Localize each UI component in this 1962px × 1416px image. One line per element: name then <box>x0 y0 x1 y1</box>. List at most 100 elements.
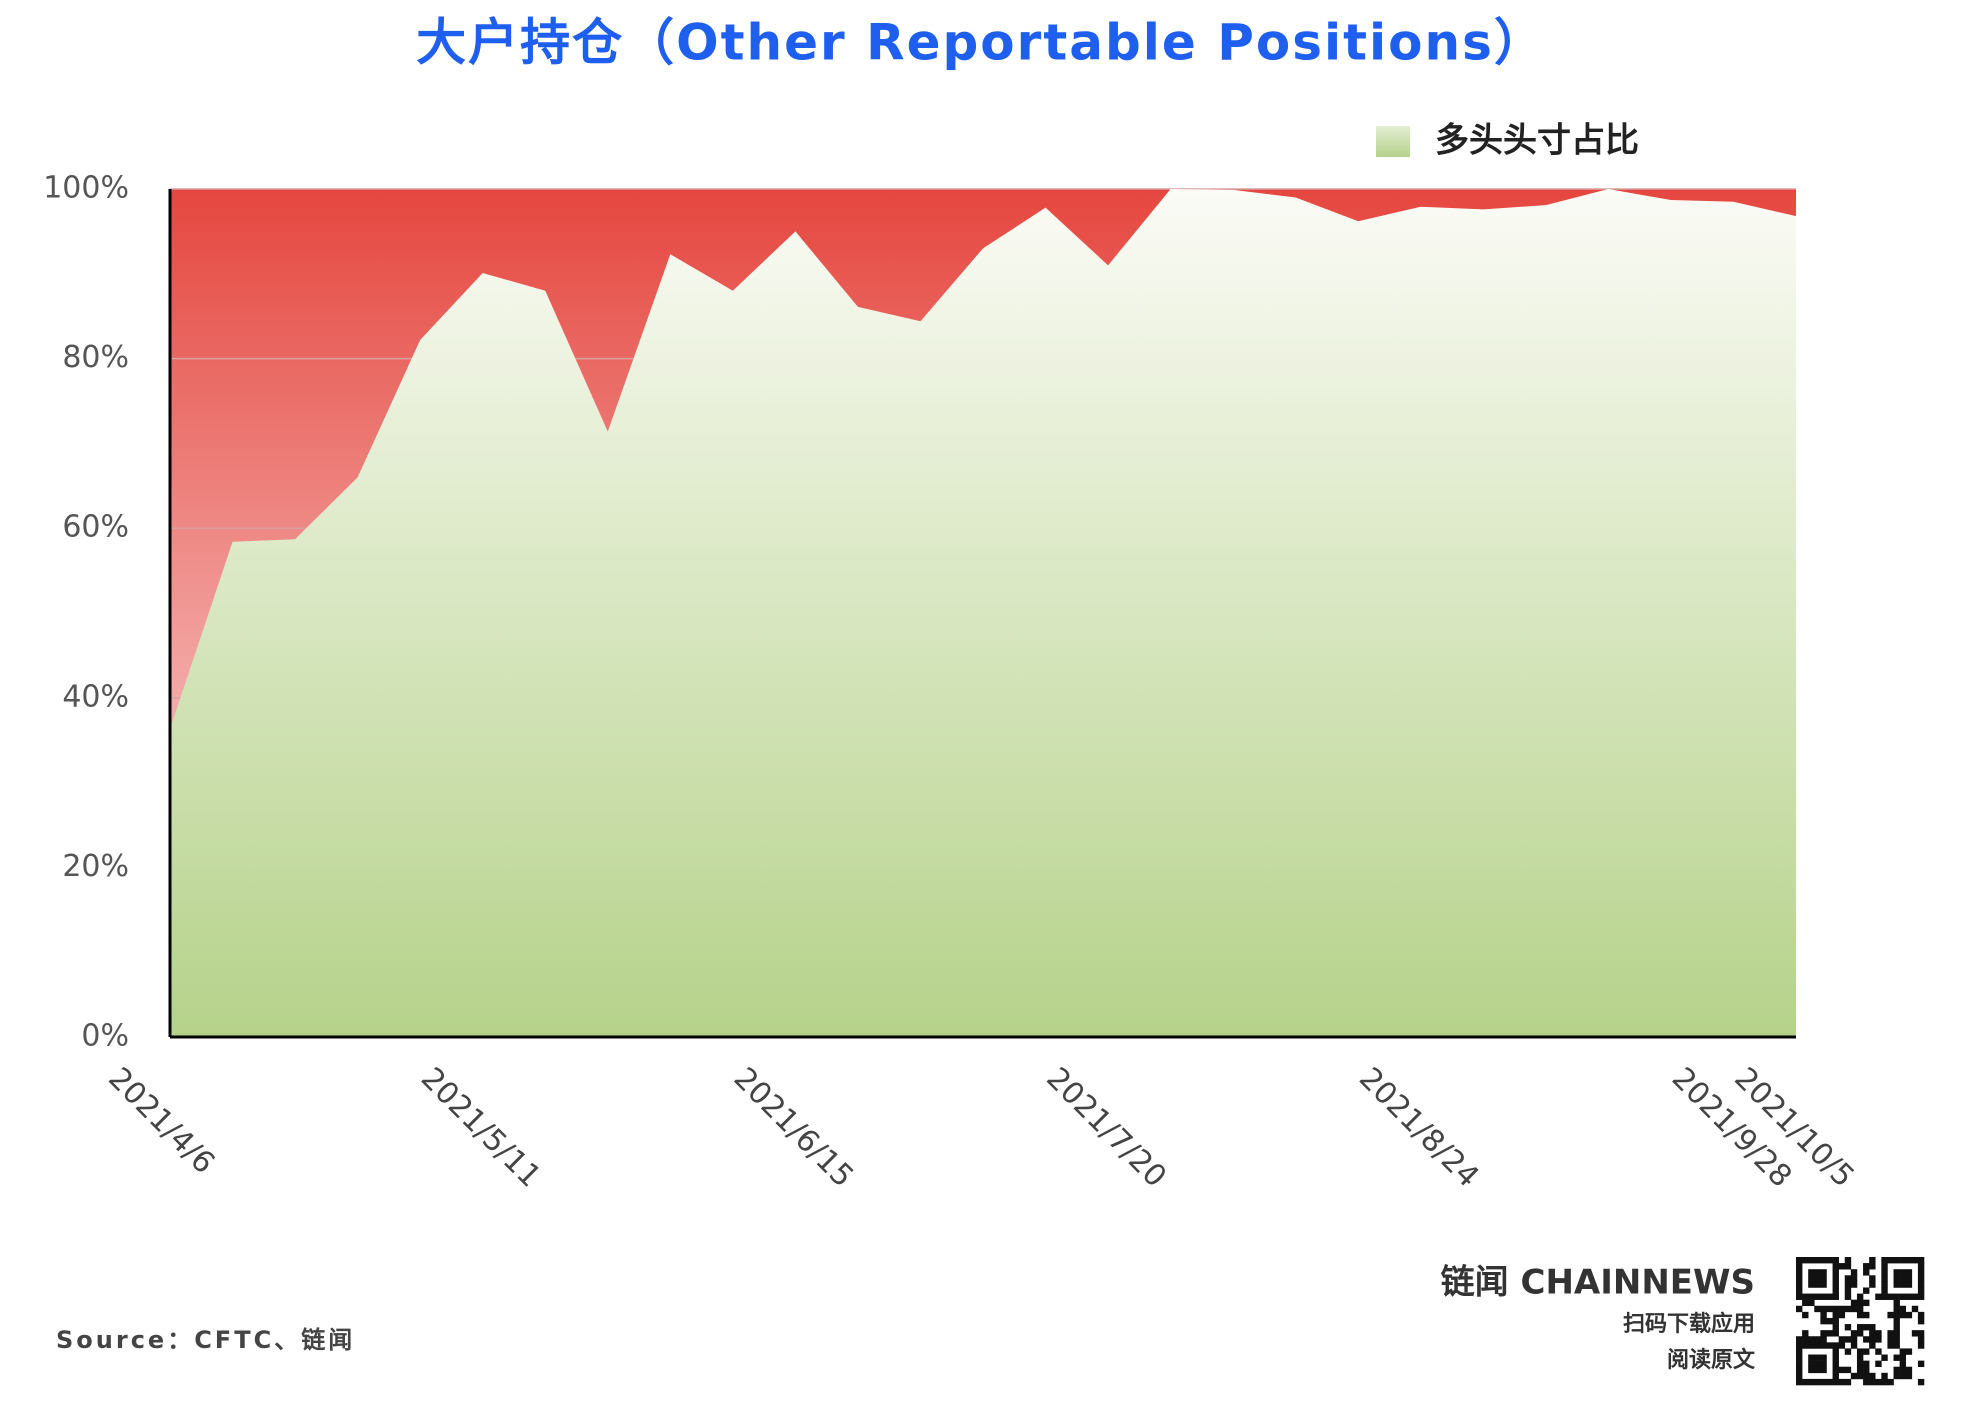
qr-code <box>1796 1257 1925 1386</box>
qr-cell <box>1863 1269 1870 1276</box>
qr-cell <box>1893 1299 1900 1307</box>
qr-cell <box>1832 1378 1839 1386</box>
qr-cell <box>1820 1342 1827 1349</box>
qr-cell <box>1832 1293 1839 1300</box>
qr-cell <box>1814 1281 1821 1288</box>
qr-cell <box>1856 1330 1864 1337</box>
qr-cell <box>1802 1311 1809 1319</box>
qr-cell <box>1917 1378 1925 1386</box>
qr-cell <box>1856 1354 1864 1361</box>
qr-cell <box>1838 1311 1846 1319</box>
qr-cell <box>1808 1299 1815 1307</box>
qr-cell <box>1881 1281 1888 1288</box>
qr-cell <box>1893 1269 1900 1276</box>
qr-cell <box>1814 1305 1821 1313</box>
qr-cell <box>1796 1275 1803 1282</box>
qr-cell <box>1814 1293 1821 1300</box>
qr-cell <box>1917 1287 1925 1294</box>
qr-cell <box>1844 1336 1852 1343</box>
qr-cell <box>1917 1342 1925 1349</box>
qr-cell <box>1856 1299 1864 1307</box>
qr-cell <box>1826 1257 1833 1264</box>
qr-cell <box>1899 1269 1907 1276</box>
qr-cell <box>1850 1269 1858 1276</box>
qr-cell <box>1856 1324 1864 1331</box>
qr-cell <box>1808 1336 1815 1343</box>
footer-text: 扫码下载应用 <box>1623 1311 1755 1337</box>
qr-cell <box>1850 1330 1858 1337</box>
qr-cell <box>1869 1281 1876 1288</box>
qr-cell <box>1796 1348 1803 1355</box>
qr-cell <box>1863 1324 1870 1331</box>
qr-cell <box>1856 1305 1864 1313</box>
qr-cell <box>1887 1293 1894 1300</box>
qr-cell <box>1899 1257 1907 1264</box>
qr-cell <box>1911 1293 1919 1300</box>
qr-cell <box>1820 1336 1827 1343</box>
qr-cell <box>1832 1324 1839 1331</box>
qr-cell <box>1814 1354 1821 1361</box>
qr-cell <box>1808 1360 1815 1368</box>
qr-cell <box>1899 1281 1907 1288</box>
qr-cell <box>1796 1257 1803 1264</box>
footer-text: 阅读原文 <box>1667 1347 1756 1373</box>
qr-cell <box>1917 1275 1925 1282</box>
qr-cell <box>1808 1354 1815 1361</box>
qr-cell <box>1881 1354 1888 1361</box>
qr-cell <box>1899 1305 1907 1313</box>
qr-cell <box>1905 1275 1913 1282</box>
qr-cell <box>1820 1269 1827 1276</box>
legend-swatch <box>1376 126 1410 157</box>
qr-cell <box>1808 1269 1815 1276</box>
qr-cell <box>1814 1257 1821 1264</box>
qr-cell <box>1881 1293 1888 1300</box>
qr-cell <box>1808 1293 1815 1300</box>
qr-cell <box>1850 1305 1858 1313</box>
qr-cell <box>1826 1342 1833 1349</box>
qr-cell <box>1832 1342 1839 1349</box>
qr-cell <box>1802 1378 1809 1386</box>
qr-cell <box>1869 1275 1876 1282</box>
qr-cell <box>1905 1281 1913 1288</box>
qr-cell <box>1832 1354 1839 1361</box>
qr-cell <box>1832 1287 1839 1294</box>
y-tick-label: 80% <box>62 340 129 375</box>
qr-cell <box>1814 1275 1821 1282</box>
qr-cell <box>1899 1275 1907 1282</box>
qr-cell <box>1820 1366 1827 1374</box>
qr-cell <box>1832 1372 1839 1380</box>
qr-cell <box>1917 1311 1925 1319</box>
qr-cell <box>1802 1293 1809 1300</box>
qr-cell <box>1893 1293 1900 1300</box>
qr-cell <box>1832 1305 1839 1313</box>
qr-cell <box>1905 1269 1913 1276</box>
qr-cell <box>1838 1366 1846 1374</box>
qr-cell <box>1832 1263 1839 1270</box>
qr-cell <box>1832 1269 1839 1276</box>
qr-cell <box>1844 1324 1852 1331</box>
qr-cell <box>1863 1299 1870 1307</box>
qr-cell <box>1863 1287 1870 1294</box>
qr-cell <box>1850 1342 1858 1349</box>
x-tick-label: 2021/4/6 <box>101 1061 221 1181</box>
qr-cell <box>1899 1360 1907 1368</box>
qr-cell <box>1893 1354 1900 1361</box>
qr-cell <box>1863 1336 1870 1343</box>
qr-cell <box>1796 1269 1803 1276</box>
x-tick-label: 2021/7/20 <box>1039 1061 1173 1195</box>
qr-cell <box>1832 1275 1839 1282</box>
qr-cell <box>1802 1299 1809 1307</box>
qr-cell <box>1869 1324 1876 1331</box>
qr-cell <box>1814 1360 1821 1368</box>
qr-cell <box>1899 1372 1907 1380</box>
qr-cell <box>1917 1336 1925 1343</box>
qr-cell <box>1796 1287 1803 1294</box>
qr-cell <box>1875 1293 1882 1300</box>
qr-cell <box>1887 1330 1894 1337</box>
qr-cell <box>1850 1275 1858 1282</box>
qr-cell <box>1796 1281 1803 1288</box>
qr-cell <box>1856 1311 1864 1319</box>
qr-cell <box>1899 1293 1907 1300</box>
qr-cell <box>1832 1317 1839 1325</box>
